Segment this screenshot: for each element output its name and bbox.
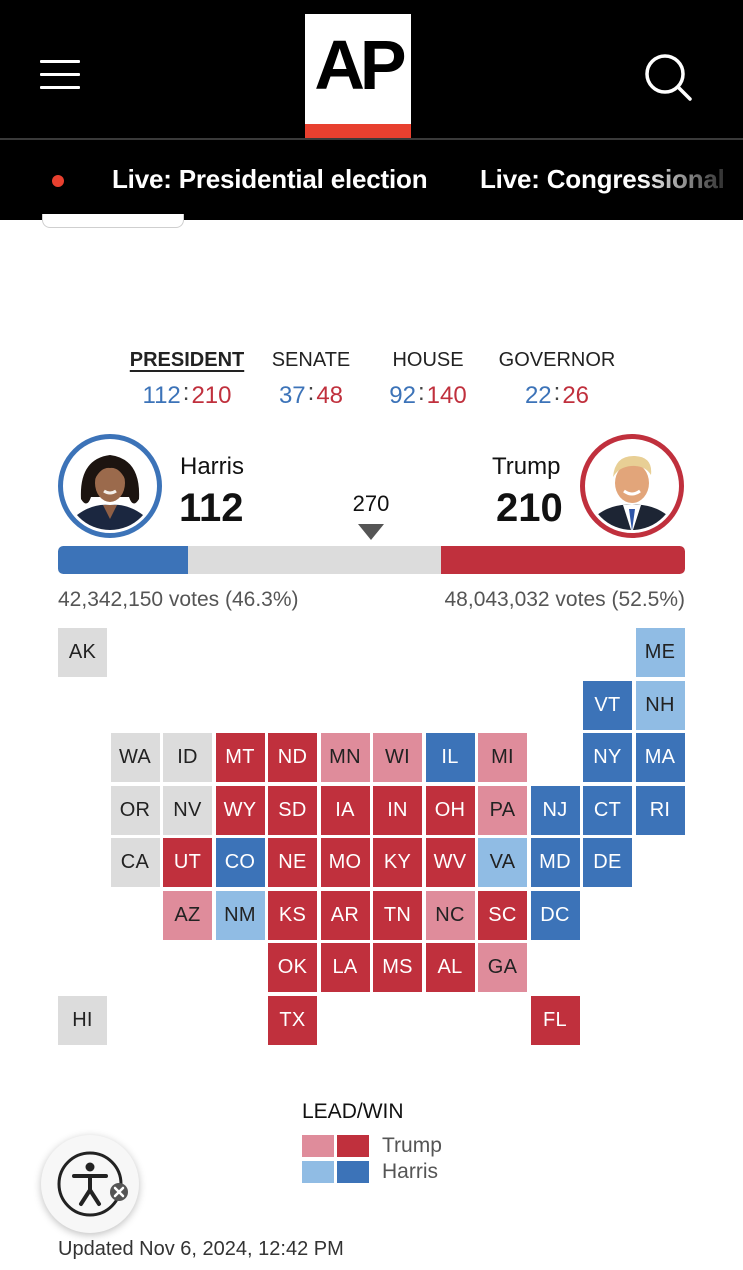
harris-avatar — [58, 434, 162, 538]
trump-lead-swatch — [302, 1135, 334, 1157]
logo-text: AP — [314, 26, 406, 104]
tab-governor[interactable]: GOVERNOR 22:26 — [494, 349, 620, 410]
state-tile-ma[interactable]: MA — [635, 733, 685, 782]
trump-win-swatch — [337, 1135, 369, 1157]
state-tile-va[interactable]: VA — [478, 838, 527, 887]
state-tile-id[interactable]: ID — [163, 733, 212, 782]
state-tile-ne[interactable]: NE — [268, 838, 317, 887]
accessibility-icon[interactable] — [41, 1135, 139, 1233]
collapsed-panel-edge — [42, 214, 184, 228]
tab-label: HOUSE — [392, 349, 464, 371]
state-tile-az[interactable]: AZ — [163, 890, 212, 940]
legend-title: LEAD/WIN — [302, 1100, 404, 1123]
state-tile-hi[interactable]: HI — [58, 995, 107, 1045]
state-tile-md[interactable]: MD — [530, 838, 580, 887]
state-tile-mi[interactable]: MI — [478, 733, 527, 782]
state-tile-nh[interactable]: NH — [635, 680, 685, 730]
state-tile-ak[interactable]: AK — [58, 628, 107, 677]
state-tile-ia[interactable]: IA — [320, 785, 370, 835]
state-tile-ky[interactable]: KY — [373, 838, 422, 887]
state-tile-pa[interactable]: PA — [478, 785, 527, 835]
trump-popular-votes: 48,043,032 votes (52.5%) — [444, 588, 686, 611]
state-tile-or[interactable]: OR — [110, 785, 160, 835]
tab-score: 92:140 — [389, 379, 467, 409]
tab-label: GOVERNOR — [498, 349, 616, 371]
state-tile-fl[interactable]: FL — [530, 995, 580, 1045]
hamburger-menu-icon[interactable] — [40, 58, 82, 92]
logo-accent-bar — [305, 124, 411, 138]
scroll-fade — [640, 140, 743, 220]
state-tile-ct[interactable]: CT — [583, 785, 632, 835]
live-coverage-bar — [0, 140, 743, 220]
trump-name: Trump — [492, 453, 561, 480]
state-tile-ny[interactable]: NY — [583, 733, 632, 782]
tab-president[interactable]: PRESIDENT 112:210 — [122, 349, 252, 410]
state-tile-ar[interactable]: AR — [320, 890, 370, 940]
live-link-presidential[interactable]: Live: Presidential election — [112, 164, 428, 194]
search-icon[interactable] — [642, 52, 694, 104]
ap-logo[interactable]: AP — [305, 14, 411, 138]
state-tile-sc[interactable]: SC — [478, 890, 527, 940]
tab-senate[interactable]: SENATE 37:48 — [256, 349, 366, 410]
state-tile-ca[interactable]: CA — [110, 838, 160, 887]
legend-trump-label: Trump — [382, 1134, 442, 1157]
state-tile-wv[interactable]: WV — [425, 838, 475, 887]
trump-avatar — [580, 434, 684, 538]
state-tile-nv[interactable]: NV — [163, 785, 212, 835]
tab-label: SENATE — [271, 349, 351, 371]
state-tile-al[interactable]: AL — [425, 943, 475, 992]
tab-score: 112:210 — [142, 379, 232, 409]
trump-bar — [441, 546, 685, 574]
header-divider — [0, 138, 743, 140]
tab-score: 37:48 — [278, 379, 344, 409]
harris-bar — [58, 546, 189, 574]
harris-electoral-votes: 112 — [179, 486, 244, 530]
harris-win-swatch — [337, 1161, 369, 1183]
state-tile-nd[interactable]: ND — [268, 733, 317, 782]
state-tile-in[interactable]: IN — [373, 785, 422, 835]
state-tile-ga[interactable]: GA — [478, 943, 527, 992]
harris-lead-swatch — [302, 1161, 334, 1183]
state-tile-mo[interactable]: MO — [320, 838, 370, 887]
state-tile-ks[interactable]: KS — [268, 890, 317, 940]
state-tile-ms[interactable]: MS — [373, 943, 422, 992]
state-tile-dc[interactable]: DC — [530, 890, 580, 940]
state-tile-me[interactable]: ME — [635, 628, 685, 677]
state-tile-nj[interactable]: NJ — [530, 785, 580, 835]
trump-electoral-votes: 210 — [496, 486, 563, 530]
threshold-label: 270 — [352, 491, 390, 516]
harris-name: Harris — [180, 453, 244, 480]
state-tile-de[interactable]: DE — [583, 838, 632, 887]
state-tile-vt[interactable]: VT — [583, 680, 632, 730]
state-tile-mn[interactable]: MN — [320, 733, 370, 782]
state-tile-la[interactable]: LA — [320, 943, 370, 992]
legend-harris-label: Harris — [382, 1160, 438, 1183]
updated-timestamp: Updated Nov 6, 2024, 12:42 PM — [58, 1238, 344, 1260]
state-tile-co[interactable]: CO — [215, 838, 265, 887]
electoral-vote-bar — [58, 546, 685, 574]
state-tile-tn[interactable]: TN — [373, 890, 422, 940]
state-tile-wa[interactable]: WA — [110, 733, 160, 782]
state-tile-il[interactable]: IL — [425, 733, 475, 782]
state-tile-oh[interactable]: OH — [425, 785, 475, 835]
state-tile-wy[interactable]: WY — [215, 785, 265, 835]
state-tile-nm[interactable]: NM — [215, 890, 265, 940]
harris-popular-votes: 42,342,150 votes (46.3%) — [58, 588, 299, 611]
tab-house[interactable]: HOUSE 92:140 — [372, 349, 484, 410]
state-tile-ri[interactable]: RI — [635, 785, 685, 835]
state-tile-ut[interactable]: UT — [163, 838, 212, 887]
threshold-marker — [358, 524, 384, 540]
tab-label: PRESIDENT — [129, 349, 245, 371]
state-tile-nc[interactable]: NC — [425, 890, 475, 940]
state-tile-tx[interactable]: TX — [268, 995, 317, 1045]
state-tile-sd[interactable]: SD — [268, 785, 317, 835]
tab-score: 22:26 — [524, 379, 590, 409]
state-tile-mt[interactable]: MT — [215, 733, 265, 782]
state-tile-wi[interactable]: WI — [373, 733, 422, 782]
live-indicator-dot — [52, 175, 64, 187]
state-tile-ok[interactable]: OK — [268, 943, 317, 992]
